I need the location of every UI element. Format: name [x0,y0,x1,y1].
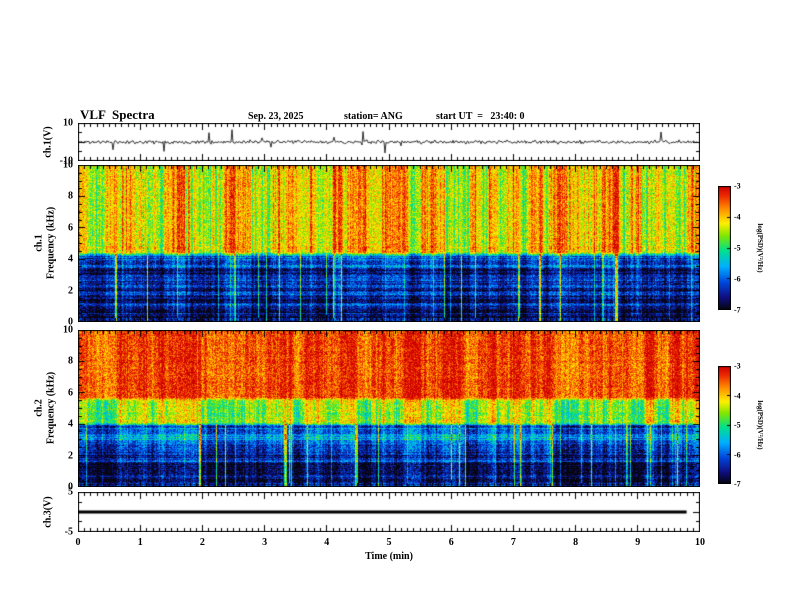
header-start-ut: start UT = 23:40: 0 [436,111,525,122]
colorbar-tick-label: -6 [734,450,741,459]
colorbar-tick-label: -5 [734,420,741,430]
ch1-frequency-axis-label-line1: ch.1 [33,234,45,252]
ch1-frequency-axis-label-line2: Frequency (kHz) [45,206,56,280]
ch2-frequency-axis-label-line1: ch.2 [33,399,45,417]
y-tick-label: 4 [68,418,73,430]
ch1-colorbar-label: log(PSD)(V²/Hz) [756,223,764,273]
y-tick-label: 10 [63,324,73,336]
y-tick-label: -5 [64,526,73,538]
time-axis-label: Time (min) [365,551,413,562]
colorbar-tick-label: -7 [734,479,741,489]
y-tick-label: 0 [68,316,73,328]
x-tick-label: 0 [75,537,81,548]
x-tick-label: 7 [510,537,516,548]
ch1-colorbar [718,186,731,310]
y-tick-label: 10 [63,159,73,171]
x-tick-label: 1 [137,537,143,548]
y-tick-label: 2 [68,450,73,462]
ch1-waveform-canvas [78,123,700,161]
x-tick-label: 2 [199,537,205,548]
x-tick-label: 10 [695,537,705,548]
colorbar-tick-label: -3 [734,181,741,191]
ch2-colorbar-label: log(PSD)(V²/Hz) [756,400,764,450]
x-tick-label: 3 [262,537,268,548]
page-title: VLF Spectra [80,107,155,122]
y-tick-label: 4 [68,253,73,265]
ch1-spectrogram-canvas [78,165,700,322]
colorbar-tick-label: -4 [734,391,741,400]
x-tick-label: 4 [324,537,330,548]
x-tick-label: 6 [448,537,454,548]
ch2-colorbar [718,366,731,484]
y-tick-label: 8 [68,190,73,202]
header-date: Sep. 23, 2025 [248,111,304,122]
x-tick-label: 9 [635,537,641,548]
ch2-frequency-axis-label-line2: Frequency (kHz) [45,371,56,445]
colorbar-tick-label: -7 [734,305,741,315]
colorbar-tick-label: -5 [734,243,741,253]
ch2-spectrogram-canvas [78,330,700,487]
y-tick-label: 2 [68,285,73,297]
y-tick-label: 0 [68,481,73,493]
colorbar-tick-label: -4 [734,212,741,222]
ch1-frequency-axis-label: ch.1 Frequency (kHz) [34,207,57,279]
ch2-frequency-axis-label: ch.2 Frequency (kHz) [34,372,57,444]
y-tick-label: 6 [68,222,73,234]
ch3-waveform-canvas [78,492,700,532]
y-tick-label: 8 [68,355,73,367]
y-tick-label: 5 [68,486,73,498]
x-tick-label: 5 [386,537,392,548]
colorbar-tick-label: -6 [734,274,741,284]
ch3-voltage-axis-label: ch.3(V) [42,496,54,528]
ch1-voltage-axis-label: ch.1(V) [42,126,54,158]
y-tick-label: 6 [68,387,73,399]
x-tick-label: 8 [573,537,579,548]
colorbar-tick-label: -3 [734,361,741,371]
y-tick-label: 10 [63,117,73,129]
y-tick-label: -10 [59,155,73,167]
header-station: station= ANG [344,111,403,122]
